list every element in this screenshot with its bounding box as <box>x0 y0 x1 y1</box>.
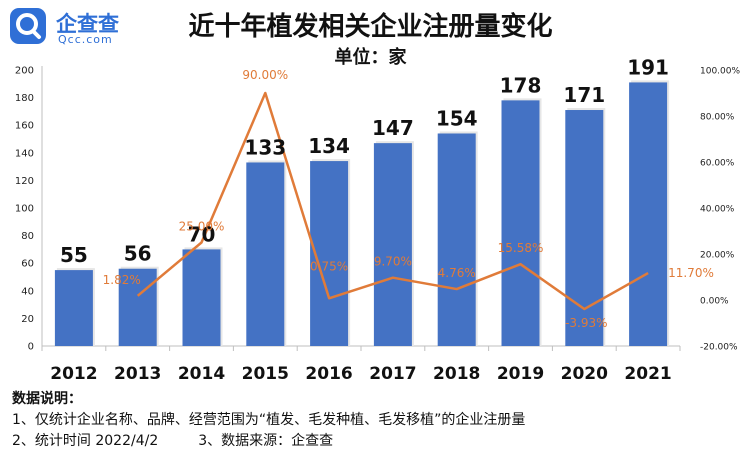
y-right-tick-label: 100.00% <box>700 67 740 77</box>
y-left-tick-label: 20 <box>21 314 34 325</box>
y-right-tick-label: 40.00% <box>700 205 735 215</box>
bar <box>246 162 285 346</box>
bar <box>437 133 476 346</box>
x-tick-label: 2012 <box>50 364 97 384</box>
line-value-label: 4.76% <box>438 266 476 280</box>
bar-value-label: 191 <box>627 55 669 79</box>
y-right-tick-label: 20.00% <box>700 251 735 261</box>
bar-value-label: 55 <box>60 243 88 267</box>
y-left-tick-label: 200 <box>15 66 34 77</box>
bar <box>54 270 93 346</box>
bar <box>182 249 221 346</box>
line-value-label: 15.58% <box>498 241 544 255</box>
line-value-label: 25.00% <box>179 220 225 234</box>
bar-value-label: 134 <box>308 134 350 158</box>
x-tick-label: 2021 <box>624 364 671 384</box>
footer-notes: 数据说明： 1、仅统计企业名称、品牌、经营范围为“植发、毛发种植、毛发移植”的企… <box>12 389 525 452</box>
y-right-tick-label: 60.00% <box>700 159 735 169</box>
bar <box>501 100 540 346</box>
y-left-tick-label: 60 <box>21 259 34 270</box>
bar-value-label: 147 <box>372 116 414 140</box>
line-value-label: 11.70% <box>668 266 714 280</box>
x-tick-label: 2020 <box>561 364 608 384</box>
y-left-tick-label: 100 <box>15 204 34 215</box>
y-left-tick-label: 120 <box>15 176 34 187</box>
growth-line <box>136 91 649 311</box>
bar <box>373 143 412 346</box>
y-left-tick-label: 180 <box>15 93 34 104</box>
x-tick-label: 2013 <box>114 364 161 384</box>
y-right-tick-label: -20.00% <box>700 343 738 353</box>
footer-note-3: 3、数据来源：企查查 <box>198 433 334 449</box>
line-value-label: 9.70% <box>374 255 412 269</box>
logo-name: 企查查 <box>56 12 119 36</box>
x-tick-label: 2017 <box>369 364 416 384</box>
footer-note-2: 2、统计时间 2022/4/2 <box>12 433 159 449</box>
y-left-tick-label: 80 <box>21 231 34 242</box>
line-value-label: 90.00% <box>242 68 288 82</box>
y-left-tick-label: 140 <box>15 148 34 159</box>
x-tick-label: 2015 <box>242 364 289 384</box>
line-value-label: -3.93% <box>565 316 607 330</box>
bar-value-label: 178 <box>500 73 542 97</box>
bar <box>565 110 604 347</box>
y-right-tick-label: 0.00% <box>700 297 729 307</box>
x-tick-label: 2014 <box>178 364 225 384</box>
bar-value-label: 133 <box>244 135 286 159</box>
y-left-tick-label: 40 <box>21 286 34 297</box>
chart-subtitle: 单位：家 <box>334 47 407 68</box>
y-left-tick-label: 160 <box>15 121 34 132</box>
qcc-logo-icon <box>10 8 46 44</box>
y-right-tick-label: 80.00% <box>700 113 735 123</box>
line-value-label: 1.82% <box>103 273 141 287</box>
footer-heading: 数据说明： <box>12 391 82 407</box>
chart-title: 近十年植发相关企业注册量变化 <box>188 12 553 42</box>
footer-note-1: 1、仅统计企业名称、品牌、经营范围为“植发、毛发种植、毛发移植”的企业注册量 <box>12 412 526 428</box>
bar-value-label: 154 <box>436 106 478 130</box>
y-left-tick-label: 0 <box>28 342 34 353</box>
line-value-label: 0.75% <box>310 259 348 273</box>
logo-domain: Qcc.com <box>58 33 113 46</box>
x-tick-label: 2016 <box>305 364 352 384</box>
qcc-logo: 企查查 Qcc.com <box>8 6 143 46</box>
bar <box>629 82 668 347</box>
x-tick-label: 2019 <box>497 364 544 384</box>
bar-value-label: 70 <box>188 222 216 246</box>
x-tick-label: 2018 <box>433 364 480 384</box>
bar-value-label: 56 <box>124 242 152 266</box>
bar <box>118 268 157 346</box>
bar-value-label: 171 <box>563 83 605 107</box>
